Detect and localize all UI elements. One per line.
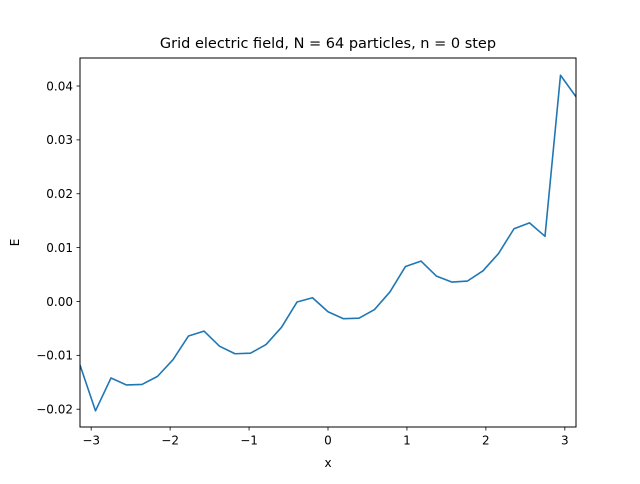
y-axis-label: E <box>8 239 22 247</box>
chart-title: Grid electric field, N = 64 particles, n… <box>160 36 496 52</box>
x-tick-label: −2 <box>161 434 179 448</box>
x-tick-label: 1 <box>403 434 411 448</box>
x-tick-label: 0 <box>324 434 332 448</box>
y-tick-label: −0.01 <box>36 349 73 363</box>
y-tick-label: 0.00 <box>46 295 73 309</box>
x-axis-label: x <box>324 456 331 470</box>
y-tick-label: 0.04 <box>46 79 73 93</box>
series-layer <box>80 74 576 412</box>
series-line <box>80 74 576 412</box>
x-tick-label: 2 <box>482 434 490 448</box>
x-axis-ticks: −3 −2 −1 0 1 2 3 <box>82 427 569 448</box>
x-tick-label: −3 <box>82 434 100 448</box>
plot-frame <box>79 57 577 428</box>
x-tick-label: 3 <box>561 434 569 448</box>
x-tick-label: −1 <box>240 434 258 448</box>
y-tick-label: 0.02 <box>46 187 73 201</box>
y-tick-label: 0.01 <box>46 241 73 255</box>
y-axis-ticks: −0.02 −0.01 0.00 0.01 0.02 0.03 0.04 <box>36 79 80 417</box>
y-tick-label: 0.03 <box>46 133 73 147</box>
y-tick-label: −0.02 <box>36 403 73 417</box>
